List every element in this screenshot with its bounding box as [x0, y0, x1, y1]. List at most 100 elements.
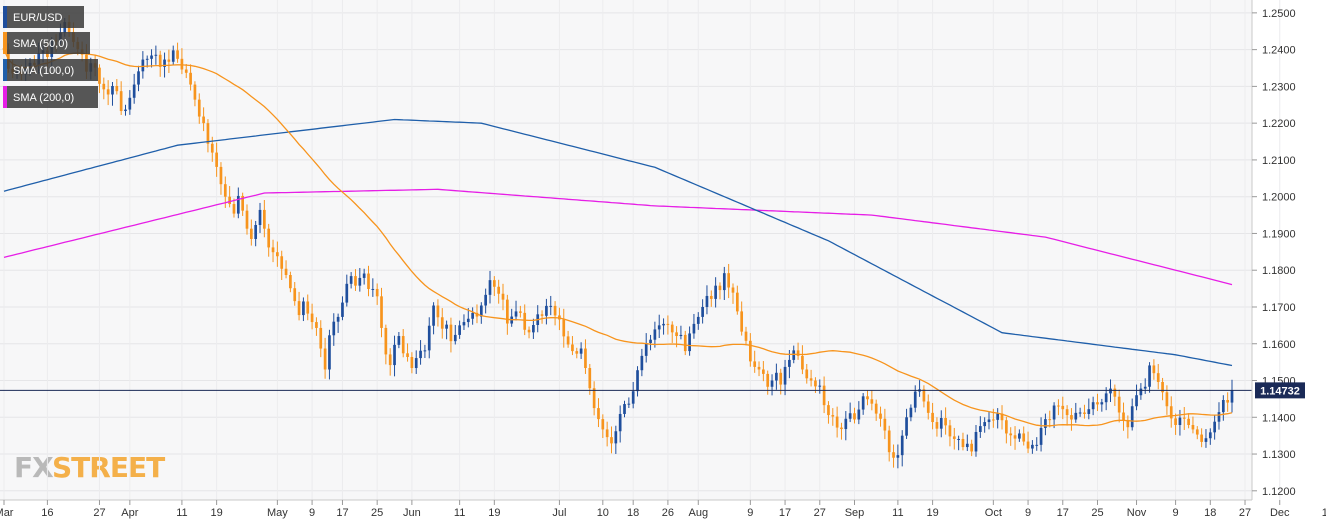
candle-body: [735, 292, 739, 312]
candle-body: [184, 69, 188, 73]
candle-body: [731, 287, 735, 293]
x-tick-label: Oct: [985, 507, 1002, 519]
candle-body: [1031, 444, 1034, 449]
candle-body: [210, 143, 214, 153]
candle-body: [367, 273, 370, 289]
svg-text:FX: FX: [14, 451, 54, 484]
candle-body: [679, 334, 683, 337]
x-tick-label: 25: [371, 507, 383, 519]
candle-body: [662, 323, 665, 326]
candle-body: [571, 344, 574, 352]
candle-body: [883, 418, 887, 431]
legend: EUR/USD SMA (50,0) SMA (100,0) SMA (200,…: [3, 6, 98, 108]
candle-body: [900, 435, 904, 456]
x-tick-label: Dec: [1270, 507, 1290, 519]
candle-body: [1148, 365, 1151, 387]
candle-body: [848, 413, 852, 419]
x-axis: Mar 16 27 Apr 11 19 May 9 17 25 Jun 11 19 Jul 10 18 26 Au…: [0, 500, 1326, 519]
y-tick-label: 1.2400: [1262, 45, 1296, 57]
candle-body: [358, 277, 362, 286]
y-tick-label: 1.2300: [1262, 81, 1296, 93]
x-tick-label: 19: [210, 507, 222, 519]
candle-body: [588, 368, 592, 389]
candle-body: [618, 413, 622, 432]
candle-body: [675, 332, 678, 337]
candle-body: [952, 436, 956, 439]
candle-body: [241, 195, 245, 211]
candle-body: [1000, 413, 1004, 421]
candle-body: [597, 408, 600, 420]
candle-body: [466, 318, 470, 323]
candle-body: [1026, 441, 1030, 449]
grid-lines: [0, 0, 1281, 500]
candle-body: [249, 228, 253, 239]
candle-body: [879, 413, 882, 419]
candle-body: [644, 343, 648, 356]
plot-area: [0, 0, 1252, 500]
moving-averages: [3, 49, 1233, 427]
legend-swatch: [3, 86, 7, 108]
legend-item-sma200: SMA (200,0): [3, 86, 98, 108]
candle-body: [705, 295, 709, 307]
candle-body: [267, 228, 271, 248]
candle-body: [354, 276, 357, 286]
y-tick-label: 1.1600: [1262, 339, 1296, 351]
candle-body: [215, 152, 218, 167]
candle-body: [1052, 405, 1056, 420]
candle-body: [254, 225, 258, 239]
y-tick-label: 1.1200: [1262, 486, 1296, 498]
candle-body: [987, 419, 991, 423]
candle-body: [362, 273, 366, 278]
candle-body: [753, 361, 757, 367]
candle-body: [319, 327, 323, 349]
candle-body: [332, 321, 336, 336]
x-tick-label: 16: [41, 507, 53, 519]
candle-body: [770, 380, 774, 387]
candle-body: [922, 389, 926, 402]
candle-body: [944, 418, 947, 426]
y-tick-label: 1.1700: [1262, 302, 1296, 314]
candle-body: [714, 285, 717, 299]
x-tick-label: 9: [1025, 507, 1031, 519]
candle-body: [1018, 433, 1021, 439]
candle-body: [1221, 400, 1225, 413]
candle-body: [614, 431, 618, 444]
candle-body: [1039, 427, 1043, 445]
candle-body: [623, 404, 626, 414]
candle-body: [276, 252, 279, 257]
candle-body: [1130, 406, 1134, 428]
candle-body: [1122, 412, 1125, 421]
x-tick-label: 27: [814, 507, 826, 519]
candle-body: [219, 166, 223, 185]
candle-body: [996, 413, 1000, 420]
candle-body: [853, 413, 856, 420]
candle-body: [1044, 419, 1047, 428]
candle-body: [575, 351, 579, 354]
candle-body: [566, 336, 570, 345]
sma-200-line: [3, 188, 1233, 286]
candle-body: [150, 55, 153, 59]
candle-body: [1104, 393, 1108, 403]
candle-body: [1074, 412, 1078, 420]
x-tick-label: 11: [1322, 507, 1326, 519]
candle-body: [193, 84, 197, 100]
candle-body: [1169, 406, 1173, 419]
candle-body: [111, 86, 114, 95]
svg-text:STREET: STREET: [52, 451, 165, 484]
candle-body: [978, 426, 982, 432]
candle-body: [874, 403, 878, 414]
candle-body: [284, 268, 288, 275]
legend-item-sma50: SMA (50,0): [3, 32, 90, 54]
candle-body: [905, 417, 908, 436]
candle-body: [965, 443, 969, 448]
candle-body: [766, 373, 770, 387]
candle-body: [436, 305, 440, 318]
candle-body: [106, 89, 110, 95]
x-tick-label: 10: [597, 507, 609, 519]
candle-body: [514, 311, 518, 317]
candle-body: [657, 325, 661, 330]
candle-body: [171, 50, 175, 62]
candle-body: [913, 391, 917, 408]
candle-body: [562, 319, 566, 337]
